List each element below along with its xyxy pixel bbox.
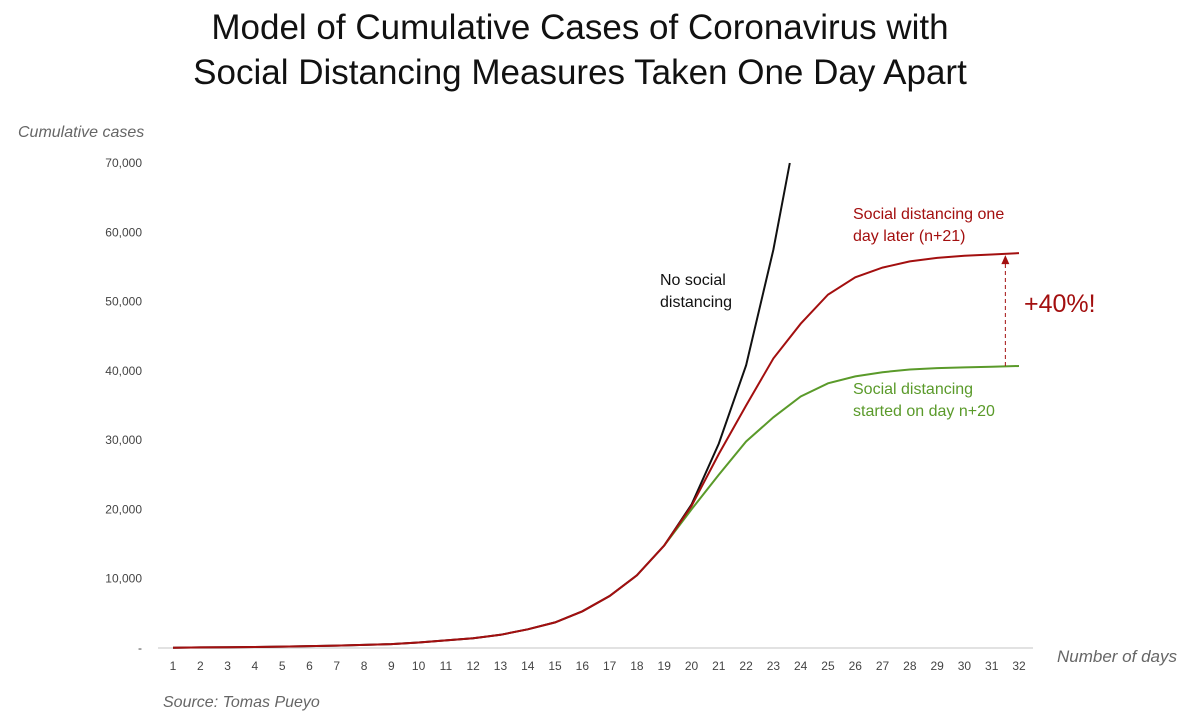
x-tick-label: 4: [252, 659, 259, 673]
x-tick-label: 20: [685, 659, 699, 673]
y-tick-label: 70,000: [105, 156, 142, 170]
x-tick-label: 30: [958, 659, 972, 673]
x-tick-label: 32: [1012, 659, 1026, 673]
y-tick-label: -: [138, 641, 142, 655]
y-tick-label: 20,000: [105, 502, 142, 516]
x-tick-label: 22: [739, 659, 753, 673]
series-line-1: [172, 252, 1020, 649]
x-tick-label: 18: [630, 659, 644, 673]
x-axis-label: Number of days: [1057, 647, 1177, 666]
x-tick-label: 26: [849, 659, 863, 673]
series-label-1: Social distancing one day later (n+21): [853, 206, 1004, 245]
x-tick-label: 9: [388, 659, 395, 673]
annotation-label: +40%!: [1024, 290, 1096, 318]
x-tick-label: 5: [279, 659, 286, 673]
x-tick-label: 25: [821, 659, 835, 673]
x-tick-label: 13: [494, 659, 508, 673]
x-tick-label: 2: [197, 659, 204, 673]
x-tick-label: 1: [170, 659, 177, 673]
x-tick-label: 15: [548, 659, 562, 673]
x-tick-label: 31: [985, 659, 999, 673]
y-tick-label: 10,000: [105, 572, 142, 586]
x-tick-label: 8: [361, 659, 368, 673]
x-tick-label: 14: [521, 659, 535, 673]
x-tick-label: 3: [224, 659, 231, 673]
y-tick-label: 40,000: [105, 364, 142, 378]
x-tick-label: 17: [603, 659, 617, 673]
series-label-0: No social distancing: [660, 272, 732, 311]
x-tick-label: 10: [412, 659, 426, 673]
x-tick-label: 16: [576, 659, 590, 673]
x-tick-label: 7: [333, 659, 340, 673]
y-tick-label: 50,000: [105, 295, 142, 309]
series-line-0: [172, 162, 791, 649]
y-tick-label: 30,000: [105, 433, 142, 447]
series-line-2: [663, 365, 1020, 547]
source-note: Source: Tomas Pueyo: [163, 694, 320, 711]
y-tick-label: 60,000: [105, 225, 142, 239]
x-tick-label: 23: [767, 659, 781, 673]
x-tick-label: 6: [306, 659, 313, 673]
x-tick-label: 11: [440, 659, 453, 673]
x-tick-label: 28: [903, 659, 917, 673]
x-tick-label: 27: [876, 659, 890, 673]
x-tick-label: 24: [794, 659, 808, 673]
chart-title-line-1: Model of Cumulative Cases of Coronavirus…: [211, 8, 949, 47]
chart-title-line-2: Social Distancing Measures Taken One Day…: [193, 53, 967, 92]
x-tick-label: 29: [930, 659, 944, 673]
y-axis-label: Cumulative cases: [18, 124, 144, 141]
series-label-2: Social distancing started on day n+20: [853, 381, 995, 420]
x-tick-label: 12: [467, 659, 481, 673]
arrow-head-icon: [1001, 255, 1010, 265]
x-tick-label: 19: [658, 659, 672, 673]
x-tick-label: 21: [712, 659, 726, 673]
